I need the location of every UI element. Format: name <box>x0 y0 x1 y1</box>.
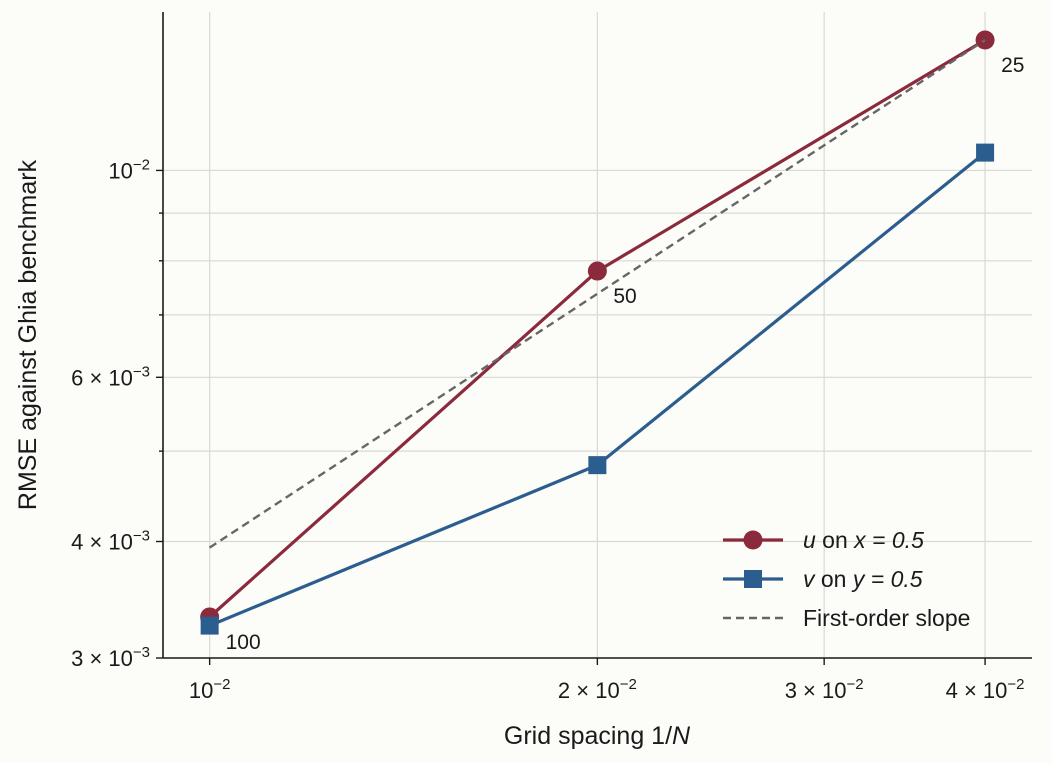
x-tick-label: 3 × 10−2 <box>785 676 864 703</box>
grid-layer <box>163 12 1032 659</box>
legend-item: First-order slope <box>723 605 970 631</box>
data-point <box>200 616 219 635</box>
y-tick-label: 6 × 10−3 <box>71 363 150 390</box>
legend-marker <box>743 530 763 550</box>
y-tick-label: 10−2 <box>108 156 150 183</box>
y-axis-title: RMSE against Ghia benchmark <box>14 159 42 510</box>
labels-layer: 3 × 10−3 4 × 10−3 6 × 10−3 10−2 10−2 2 × 10−2… <box>71 54 1024 703</box>
legend-label: v on y = 0.5 <box>803 566 923 592</box>
x-tick-label: 10−2 <box>189 676 231 703</box>
series-layer <box>200 30 995 635</box>
reference-slope-line <box>208 38 986 549</box>
data-point <box>976 143 995 162</box>
axes-layer <box>156 12 1032 665</box>
legend-item: u on x = 0.5 <box>723 527 924 553</box>
x-tick-label: 2 × 10−2 <box>558 676 637 703</box>
point-annotation: 100 <box>226 631 261 654</box>
legend-item: v on y = 0.5 <box>723 566 923 592</box>
point-annotation: 50 <box>613 285 636 308</box>
legend-label: First-order slope <box>803 605 970 631</box>
point-annotation: 25 <box>1001 54 1024 77</box>
y-tick-label: 4 × 10−3 <box>71 527 150 554</box>
data-point <box>587 261 607 281</box>
y-tick-label: 3 × 10−3 <box>71 644 150 671</box>
legend-marker <box>744 570 762 588</box>
legend: u on x = 0.5 v on y = 0.5 First-order slop… <box>723 527 970 631</box>
x-tick-label: 4 × 10−2 <box>946 676 1025 703</box>
data-point <box>588 456 607 475</box>
legend-label: u on x = 0.5 <box>803 527 924 553</box>
x-axis-title: Grid spacing 1/N <box>504 722 691 750</box>
